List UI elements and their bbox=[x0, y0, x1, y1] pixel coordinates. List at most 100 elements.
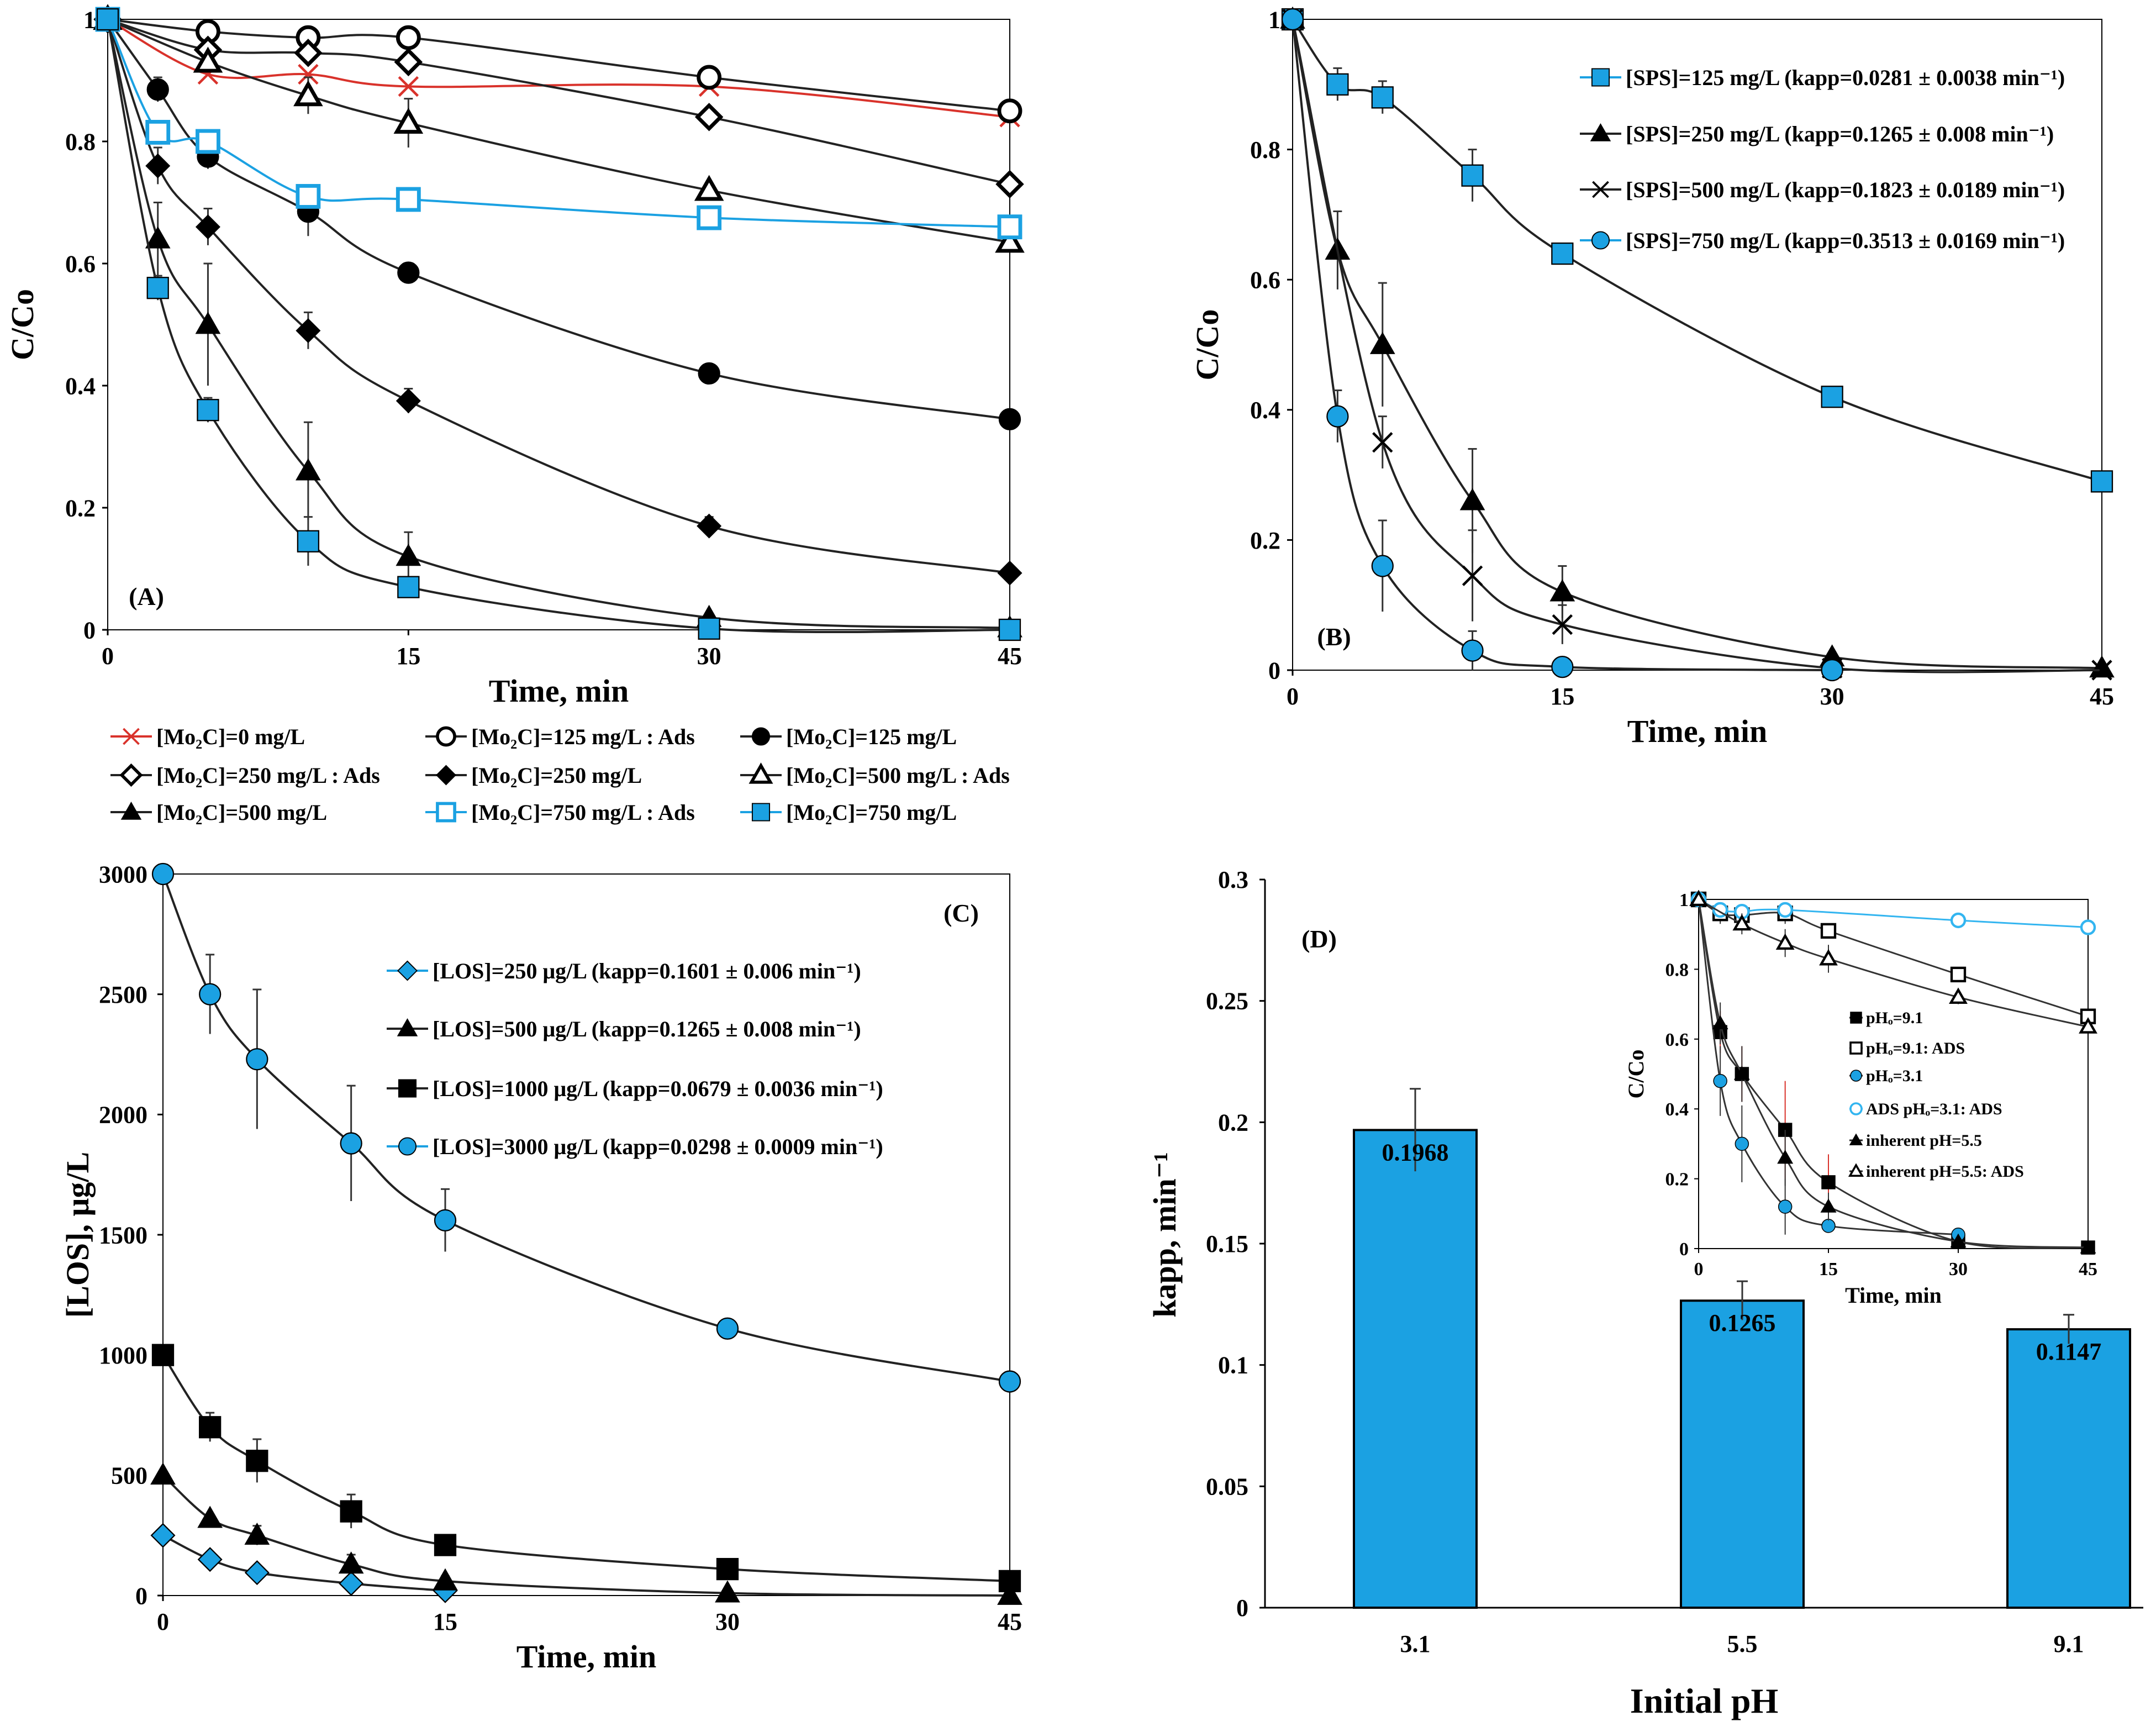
data-point bbox=[1821, 386, 1843, 408]
data-point bbox=[997, 214, 1022, 240]
y-tick-label: 0.8 bbox=[65, 128, 96, 155]
data-point bbox=[151, 1344, 175, 1366]
data-point bbox=[697, 205, 722, 230]
y-tick-label: 1 bbox=[1679, 890, 1689, 910]
legend-marker bbox=[436, 765, 456, 786]
legend-label: [Mo₂C]=125 mg/L : Ads bbox=[471, 724, 695, 749]
data-point bbox=[1551, 655, 1574, 678]
y-tick-label: 0.8 bbox=[1665, 960, 1689, 980]
marker-stroke bbox=[123, 728, 140, 745]
data-point bbox=[1732, 914, 1752, 931]
legend-marker bbox=[398, 1079, 417, 1098]
y-tick-label: 500 bbox=[111, 1462, 147, 1489]
legend-marker bbox=[123, 728, 140, 745]
data-point bbox=[1369, 331, 1395, 354]
series-line bbox=[107, 18, 1010, 112]
data-point bbox=[1819, 949, 1838, 966]
x-tick-label: 30 bbox=[697, 643, 721, 670]
series-line bbox=[1292, 19, 1832, 671]
data-point bbox=[1949, 987, 1968, 1004]
legend-entry: [SPS]=500 mg/L (kapp=0.1823 ± 0.0189 min… bbox=[1580, 177, 2065, 202]
data-point bbox=[995, 227, 1025, 253]
legend-label: pHₒ=9.1: ADS bbox=[1866, 1039, 1965, 1057]
x-axis-title: Time, min bbox=[1845, 1283, 1942, 1308]
data-point bbox=[694, 175, 724, 201]
data-point bbox=[716, 1317, 739, 1340]
data-point bbox=[998, 618, 1021, 641]
legend-marker bbox=[1591, 68, 1610, 87]
legend-label: [Mo₂C]=250 mg/L : Ads bbox=[156, 763, 380, 788]
data-point bbox=[1733, 1066, 1750, 1080]
legend-entry: [SPS]=250 mg/L (kapp=0.1265 ± 0.008 min⁻… bbox=[1580, 122, 2054, 146]
data-point bbox=[1281, 8, 1304, 31]
y-tick-label: 0.6 bbox=[1665, 1030, 1689, 1050]
data-point bbox=[150, 1462, 176, 1485]
legend-marker bbox=[119, 763, 143, 787]
data-point bbox=[150, 1523, 176, 1548]
data-point bbox=[340, 1500, 362, 1523]
y-tick-label: 0.2 bbox=[1665, 1170, 1689, 1190]
data-point bbox=[298, 64, 319, 85]
data-point bbox=[1777, 902, 1793, 918]
legend-entry: [Mo₂C]=250 mg/L bbox=[425, 763, 642, 788]
data-point bbox=[397, 576, 420, 598]
x-tick-label: 0 bbox=[1694, 1259, 1704, 1280]
data-point bbox=[698, 617, 720, 640]
data-point bbox=[244, 1560, 270, 1586]
y-tick-label: 0.25 bbox=[1206, 988, 1248, 1015]
data-point bbox=[995, 170, 1024, 199]
bar-value-label: 0.1265 bbox=[1709, 1309, 1776, 1336]
panel-label: (C) bbox=[943, 899, 979, 927]
marker-stroke bbox=[1372, 431, 1393, 453]
marker-stroke bbox=[2091, 660, 2112, 681]
legend-marker bbox=[397, 960, 418, 981]
data-point bbox=[1689, 889, 1708, 907]
data-point bbox=[1549, 579, 1575, 602]
data-point bbox=[146, 78, 169, 101]
data-point bbox=[340, 1132, 362, 1155]
series-line bbox=[162, 873, 1010, 1383]
legend-label: pHₒ=3.1 bbox=[1866, 1067, 1923, 1085]
data-point bbox=[1712, 1015, 1728, 1030]
x-tick-label: 15 bbox=[433, 1608, 457, 1635]
legend-label: ADS pHₒ=3.1: ADS bbox=[1866, 1100, 2002, 1118]
x-tick-label: 3.1 bbox=[1400, 1630, 1431, 1657]
plot-frame bbox=[1292, 19, 2102, 671]
data-point bbox=[195, 214, 220, 240]
data-point bbox=[195, 312, 221, 334]
legend-marker bbox=[1849, 1133, 1863, 1145]
y-axis-title: C/Co bbox=[1189, 309, 1225, 381]
data-point bbox=[433, 1568, 458, 1591]
y-tick-label: 1500 bbox=[99, 1222, 147, 1249]
data-point bbox=[246, 1450, 268, 1472]
y-axis-title: C/Co bbox=[1623, 1050, 1648, 1099]
data-point bbox=[296, 184, 321, 209]
legend-marker bbox=[436, 726, 456, 747]
data-point bbox=[1462, 565, 1483, 586]
legend-entry: inherent pH=5.5: ADS bbox=[1848, 1162, 2024, 1181]
legend-label: inherent pH=5.5 bbox=[1866, 1131, 1982, 1150]
legend-entry: [LOS]=500 μg/L (kapp=0.1265 ± 0.008 min⁻… bbox=[387, 1017, 861, 1041]
x-tick-label: 0 bbox=[102, 643, 114, 670]
data-point bbox=[1821, 1175, 1836, 1189]
legend-label: [Mo₂C]=500 mg/L : Ads bbox=[786, 763, 1010, 788]
legend-label: [SPS]=125 mg/L (kapp=0.0281 ± 0.0038 min… bbox=[1626, 65, 2065, 90]
data-point bbox=[193, 46, 223, 73]
series-3 bbox=[151, 1344, 1021, 1593]
data-point bbox=[998, 1370, 1021, 1393]
x-tick-label: 45 bbox=[2090, 683, 2114, 710]
legend-marker bbox=[748, 762, 773, 784]
data-point bbox=[244, 1522, 270, 1545]
y-tick-label: 0.4 bbox=[1665, 1099, 1689, 1120]
data-point bbox=[997, 1582, 1022, 1605]
data-point bbox=[998, 1570, 1021, 1593]
x-tick-label: 15 bbox=[1550, 683, 1574, 710]
legend-entry: pHₒ=3.1 bbox=[1849, 1067, 1923, 1085]
data-point bbox=[2080, 919, 2096, 935]
panel-label: (A) bbox=[129, 582, 164, 610]
data-point bbox=[2090, 470, 2113, 493]
inset-series-6 bbox=[1689, 889, 2097, 1034]
x-tick-label: 30 bbox=[715, 1608, 740, 1635]
y-tick-label: 0.1 bbox=[1218, 1352, 1248, 1379]
data-point bbox=[1950, 966, 1967, 983]
